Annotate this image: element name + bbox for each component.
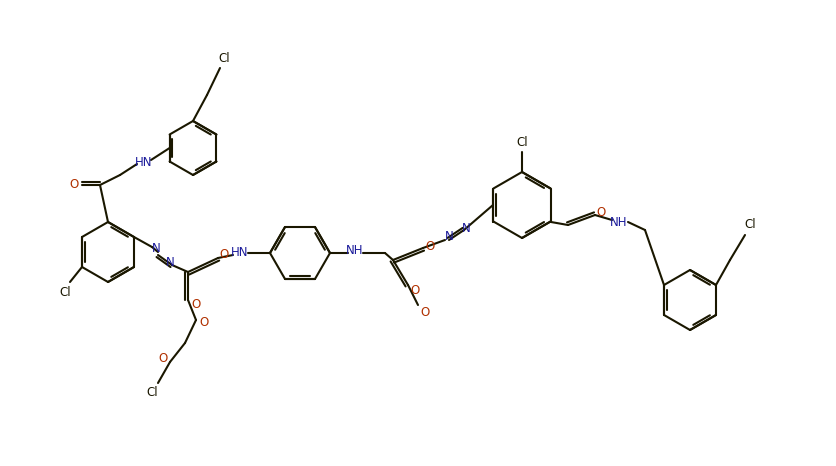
Text: O: O [596,206,605,219]
Text: Cl: Cl [218,52,230,64]
Text: O: O [420,307,429,320]
Text: O: O [158,351,167,364]
Text: O: O [410,283,419,296]
Text: O: O [191,299,201,311]
Text: NH: NH [346,245,364,258]
Text: O: O [425,240,434,253]
Text: Cl: Cl [146,386,158,399]
Text: Cl: Cl [59,286,71,299]
Text: HN: HN [231,247,248,260]
Text: O: O [69,178,79,192]
Text: N: N [444,231,453,244]
Text: NH: NH [609,215,627,228]
Text: O: O [219,248,228,261]
Text: N: N [461,221,470,234]
Text: Cl: Cl [743,219,755,232]
Text: HN: HN [135,156,152,169]
Text: O: O [199,315,208,329]
Text: N: N [151,242,161,255]
Text: N: N [166,255,174,268]
Text: Cl: Cl [516,137,528,150]
